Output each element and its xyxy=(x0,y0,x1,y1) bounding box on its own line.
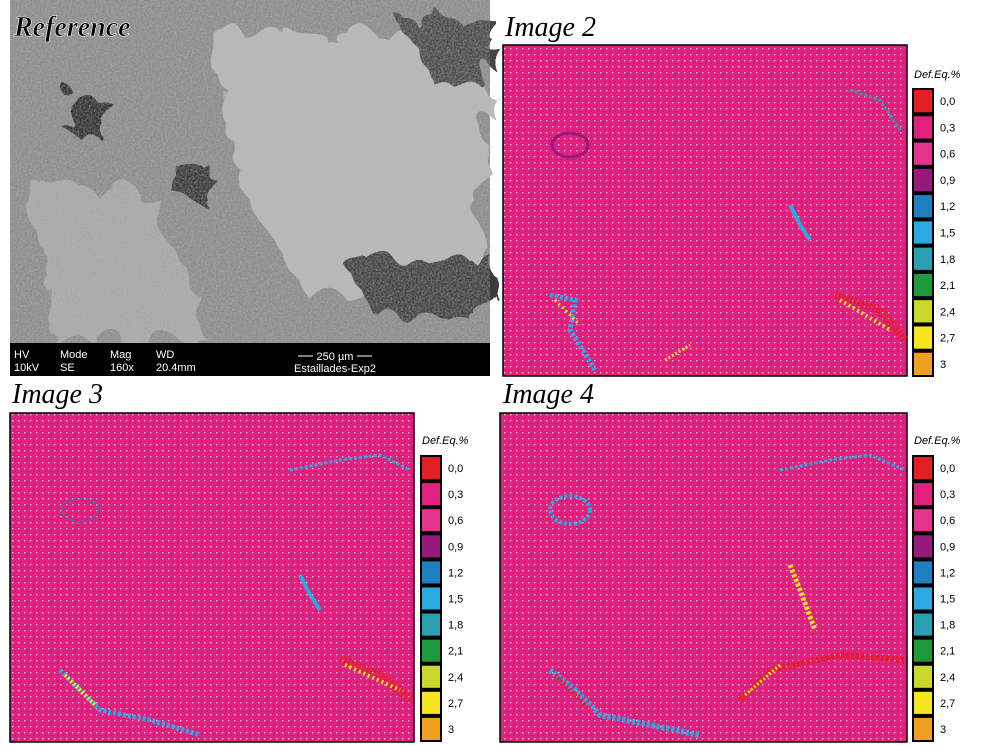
legend-swatch xyxy=(914,509,932,532)
legend-swatch xyxy=(422,587,440,610)
sem-info-value: 20.4mm xyxy=(156,362,196,374)
legend-swatch xyxy=(914,665,932,688)
legend-swatch xyxy=(422,665,440,688)
legend-label: 0,9 xyxy=(940,541,955,553)
panel-title: Image 4 xyxy=(502,379,594,410)
sem-info-value: SE xyxy=(60,362,75,374)
legend-title: Def.Eq.% xyxy=(914,69,961,81)
legend-label: 0,3 xyxy=(940,122,955,134)
legend-swatch xyxy=(914,561,932,584)
panel-title: Reference xyxy=(13,12,131,43)
legend-label: 0,9 xyxy=(448,541,463,553)
legend-swatch xyxy=(422,509,440,532)
legend-label: 2,1 xyxy=(940,280,955,292)
legend-swatch xyxy=(422,717,440,740)
legend-label: 2,4 xyxy=(940,672,955,684)
legend-label: 0,3 xyxy=(448,489,463,501)
legend-title: Def.Eq.% xyxy=(422,435,469,447)
legend-label: 1,2 xyxy=(940,567,955,579)
legend-swatch xyxy=(914,457,932,480)
panel-title: Image 2 xyxy=(504,12,596,43)
sem-info-label: Mode xyxy=(60,349,88,361)
legend-label: 0,0 xyxy=(940,463,955,475)
legend-swatch xyxy=(914,168,932,192)
sem-info-label: Mag xyxy=(110,349,131,361)
legend-swatch xyxy=(914,352,932,375)
legend-swatch xyxy=(422,457,440,480)
legend-swatch xyxy=(422,691,440,714)
legend-label: 3 xyxy=(940,724,946,736)
sem-info-value: 160x xyxy=(110,362,134,374)
legend-swatch xyxy=(914,142,932,165)
legend-swatch xyxy=(914,116,932,139)
legend-swatch xyxy=(914,273,932,297)
legend-swatch xyxy=(422,639,440,662)
legend-swatch xyxy=(914,639,932,662)
legend-swatch xyxy=(914,613,932,636)
legend-label: 0,6 xyxy=(448,515,463,527)
legend-label: 1,5 xyxy=(940,594,955,606)
legend-label: 0,0 xyxy=(940,96,955,108)
legend-label: 3 xyxy=(448,724,454,736)
legend-swatch xyxy=(914,587,932,610)
sem-image xyxy=(10,0,490,376)
strain-map xyxy=(502,44,909,377)
legend-swatch xyxy=(914,221,932,244)
strain-map xyxy=(9,412,415,743)
legend-label: 0,3 xyxy=(940,489,955,501)
legend-swatch xyxy=(422,483,440,506)
legend-label: 1,8 xyxy=(940,620,955,632)
legend-swatch xyxy=(914,483,932,506)
legend-label: 2,7 xyxy=(940,698,955,710)
legend-label: 2,1 xyxy=(448,646,463,658)
legend-swatch xyxy=(914,247,932,270)
legend-label: 2,4 xyxy=(448,672,463,684)
legend-swatch xyxy=(914,300,932,323)
legend-label: 1,2 xyxy=(940,201,955,213)
legend-label: 1,5 xyxy=(940,228,955,240)
legend-label: 2,7 xyxy=(448,698,463,710)
legend-swatch xyxy=(422,561,440,584)
legend-label: 3 xyxy=(940,359,946,371)
legend-label: 0,0 xyxy=(448,463,463,475)
legend-swatch xyxy=(914,691,932,714)
sem-info-label: WD xyxy=(156,349,174,361)
legend-swatch xyxy=(422,613,440,636)
legend-label: 0,6 xyxy=(940,515,955,527)
legend-swatch xyxy=(914,326,932,349)
legend-label: 2,4 xyxy=(940,306,955,318)
legend-title: Def.Eq.% xyxy=(914,435,961,447)
legend-label: 1,2 xyxy=(448,567,463,579)
scale-bar-label: 250 µm xyxy=(317,351,354,363)
sem-info-label: HV xyxy=(14,349,30,361)
legend-swatch xyxy=(914,195,932,218)
legend-swatch xyxy=(914,535,932,558)
legend-swatch xyxy=(914,90,932,113)
panel-title: Image 3 xyxy=(11,379,103,410)
sem-info-value: 10kV xyxy=(14,362,40,374)
legend-label: 1,8 xyxy=(448,620,463,632)
legend-label: 2,7 xyxy=(940,333,955,345)
legend-label: 1,8 xyxy=(940,254,955,266)
legend-swatch xyxy=(914,717,932,740)
legend-swatch xyxy=(422,535,440,558)
legend-label: 2,1 xyxy=(940,646,955,658)
sample-name: Estaillades-Exp2 xyxy=(294,363,376,375)
legend-label: 0,6 xyxy=(940,149,955,161)
legend-label: 1,5 xyxy=(448,594,463,606)
legend-label: 0,9 xyxy=(940,175,955,187)
strain-map xyxy=(499,412,908,743)
